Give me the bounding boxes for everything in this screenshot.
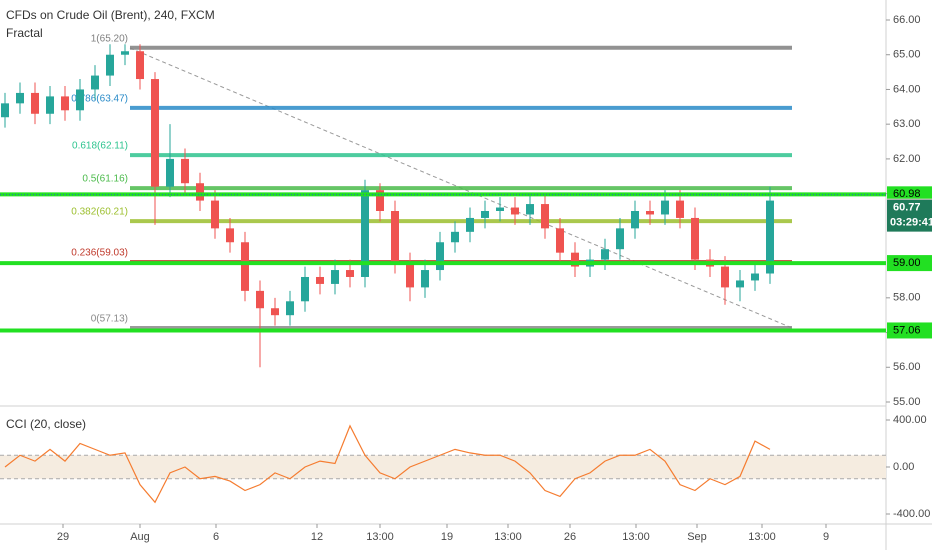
- fib-label: 0.786(63.47): [71, 94, 128, 105]
- y-tick-label: 56.00: [893, 361, 921, 373]
- price-label-box: [887, 186, 932, 203]
- candle-body: [391, 211, 399, 264]
- fib-label: 1(65.20): [91, 33, 128, 44]
- close-price-box: [887, 199, 932, 232]
- candle-body: [181, 158, 189, 184]
- x-tick-label: 19: [441, 531, 453, 543]
- price-label: 59.00: [893, 257, 921, 269]
- candle-body: [421, 270, 429, 288]
- candle-body: [511, 207, 519, 215]
- x-tick-label: 13:00: [494, 531, 522, 543]
- candle-body: [46, 96, 54, 114]
- x-tick-label: Aug: [130, 531, 150, 543]
- y-tick-label: 62.00: [893, 153, 921, 165]
- y-tick-label: 65.00: [893, 49, 921, 61]
- candle-body: [721, 266, 729, 288]
- candle-body: [91, 75, 99, 90]
- candle-body: [316, 276, 324, 284]
- candle-body: [676, 200, 684, 218]
- candle-body: [226, 228, 234, 243]
- candle-body: [691, 217, 699, 260]
- price-label: 60.98: [893, 188, 921, 200]
- candle-body: [271, 308, 279, 316]
- candle-body: [136, 51, 144, 80]
- candle-body: [241, 242, 249, 291]
- candle-body: [16, 92, 24, 104]
- candle-body: [616, 228, 624, 250]
- x-tick-label: 26: [564, 531, 576, 543]
- candle-body: [406, 263, 414, 288]
- x-tick-label: 13:00: [748, 531, 776, 543]
- chart-title: CFDs on Crude Oil (Brent), 240, FXCM: [6, 8, 215, 22]
- candle-body: [631, 211, 639, 229]
- cci-title: CCI (20, close): [6, 417, 86, 431]
- candle-body: [61, 96, 69, 111]
- cci-band: [0, 455, 886, 479]
- y-tick-label: 66.00: [893, 14, 921, 26]
- cci-tick-label: 400.00: [893, 414, 927, 426]
- fib-label: 0.618(62.11): [72, 141, 128, 152]
- candle-body: [646, 211, 654, 215]
- cci-line: [4, 424, 771, 504]
- candle-body: [361, 190, 369, 277]
- x-tick-label: 6: [213, 531, 219, 543]
- candle-body: [541, 204, 549, 229]
- x-tick-label: 13:00: [622, 531, 650, 543]
- candle-body: [286, 301, 294, 316]
- candle-body: [766, 200, 774, 274]
- candle-body: [331, 270, 339, 284]
- candle-body: [436, 242, 444, 271]
- indicator-name: Fractal: [6, 26, 43, 40]
- candle-body: [211, 200, 219, 229]
- fib-label: 0.382(60.21): [71, 207, 128, 218]
- y-tick-label: 64.00: [893, 83, 921, 95]
- candle-body: [121, 51, 129, 55]
- x-tick-label: 12: [311, 531, 323, 543]
- candle-body: [31, 92, 39, 114]
- candle-body: [166, 158, 174, 187]
- candle-body: [571, 252, 579, 267]
- candle-body: [301, 276, 309, 302]
- close-price-label: 60.77: [893, 202, 921, 214]
- cci-tick-label: 0.00: [893, 461, 914, 473]
- candle-body: [376, 190, 384, 211]
- candle-body: [556, 228, 564, 253]
- candle-body: [1, 103, 9, 118]
- candle-body: [196, 183, 204, 201]
- x-tick-label: Sep: [687, 531, 707, 543]
- candle-body: [736, 280, 744, 288]
- candle-body: [661, 200, 669, 215]
- candle-body: [151, 79, 159, 187]
- candle-body: [451, 231, 459, 243]
- y-tick-label: 55.00: [893, 396, 921, 408]
- countdown: 03:29:41: [890, 217, 932, 229]
- candle-body: [751, 273, 759, 281]
- candle-body: [466, 217, 474, 232]
- candle-body: [496, 207, 504, 211]
- fib-label: 0.5(61.16): [82, 174, 128, 185]
- price-label-box: [887, 255, 932, 272]
- candle-body: [526, 204, 534, 215]
- candle-body: [256, 290, 264, 309]
- price-label: 57.06: [893, 324, 921, 336]
- y-tick-label: 63.00: [893, 118, 921, 130]
- x-tick-label: 29: [57, 531, 69, 543]
- fib-label: 0.236(59.03): [71, 248, 128, 259]
- x-tick-label: 9: [823, 531, 829, 543]
- candle-body: [481, 211, 489, 218]
- y-tick-label: 58.00: [893, 292, 921, 304]
- price-label-box: [887, 322, 932, 339]
- candle-body: [106, 54, 114, 76]
- candle-body: [601, 249, 609, 260]
- cci-tick-label: -400.00: [893, 508, 930, 520]
- candle-body: [76, 89, 84, 111]
- candle-body: [346, 270, 354, 277]
- fib-label: 0(57.13): [91, 314, 128, 325]
- x-tick-label: 13:00: [366, 531, 394, 543]
